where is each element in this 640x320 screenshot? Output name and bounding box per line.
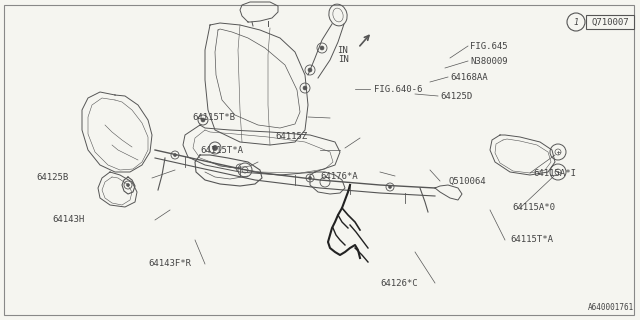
Circle shape xyxy=(386,183,394,191)
Circle shape xyxy=(173,154,177,156)
Text: Q710007: Q710007 xyxy=(591,18,629,27)
Circle shape xyxy=(308,68,312,72)
Circle shape xyxy=(306,174,314,182)
Circle shape xyxy=(201,118,205,122)
Circle shape xyxy=(555,149,561,155)
Circle shape xyxy=(238,163,252,177)
Circle shape xyxy=(124,181,132,189)
Text: 64125B: 64125B xyxy=(36,172,68,181)
Text: IN: IN xyxy=(337,45,348,54)
Text: 64115T*A: 64115T*A xyxy=(510,236,553,244)
Circle shape xyxy=(308,177,312,180)
Text: FIG.640-6: FIG.640-6 xyxy=(374,84,422,93)
Circle shape xyxy=(171,151,179,159)
Text: N380009: N380009 xyxy=(470,57,508,66)
Text: 64125D: 64125D xyxy=(440,92,472,100)
Circle shape xyxy=(127,183,129,187)
Text: 64115T*A: 64115T*A xyxy=(200,146,243,155)
Circle shape xyxy=(198,115,208,125)
Text: 64115A*0: 64115A*0 xyxy=(512,204,555,212)
Text: A640001761: A640001761 xyxy=(588,303,634,312)
Text: 64126*C: 64126*C xyxy=(380,278,418,287)
Bar xyxy=(586,15,634,29)
Circle shape xyxy=(550,164,566,180)
Circle shape xyxy=(320,46,324,50)
Circle shape xyxy=(212,146,218,150)
Circle shape xyxy=(305,65,315,75)
Circle shape xyxy=(300,83,310,93)
Text: 64143F*R: 64143F*R xyxy=(148,260,191,268)
Text: 64115Z: 64115Z xyxy=(275,132,307,140)
Circle shape xyxy=(317,43,327,53)
Circle shape xyxy=(320,177,330,187)
Circle shape xyxy=(239,166,241,170)
Text: 64143H: 64143H xyxy=(52,214,84,223)
Circle shape xyxy=(236,164,244,172)
Circle shape xyxy=(209,142,221,154)
Circle shape xyxy=(550,144,566,160)
Circle shape xyxy=(242,167,248,173)
Text: 64115T*B: 64115T*B xyxy=(192,113,235,122)
Text: 64176*A: 64176*A xyxy=(320,172,358,180)
Circle shape xyxy=(567,13,585,31)
Text: 64115A*I: 64115A*I xyxy=(533,169,576,178)
Text: 1: 1 xyxy=(573,18,579,27)
Text: 64168AA: 64168AA xyxy=(450,73,488,82)
Text: FIG.645: FIG.645 xyxy=(470,42,508,51)
Circle shape xyxy=(388,186,392,188)
Circle shape xyxy=(555,169,561,175)
Circle shape xyxy=(303,86,307,90)
Text: Q510064: Q510064 xyxy=(448,177,486,186)
Text: IN: IN xyxy=(338,54,349,63)
